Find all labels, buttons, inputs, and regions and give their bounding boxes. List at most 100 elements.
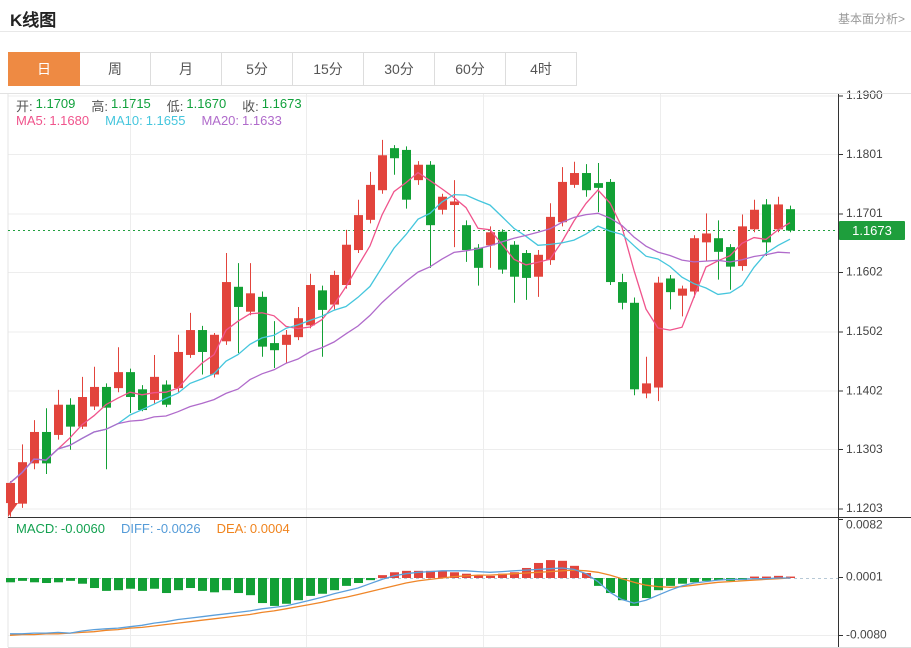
candle-body (582, 173, 591, 191)
macd-histogram-bar (138, 578, 147, 591)
macd-histogram-bar (354, 578, 363, 584)
macd-histogram-bar (246, 578, 255, 596)
macd-histogram-bar (714, 578, 723, 581)
candle-body (102, 386, 111, 408)
page-title: K线图 (10, 11, 57, 30)
candle-body (270, 343, 279, 351)
candle-body (42, 431, 51, 464)
fundamental-analysis-link[interactable]: 基本面分析> (837, 12, 905, 26)
tab-60min[interactable]: 60分 (434, 52, 506, 86)
candle-body (282, 334, 291, 345)
open-label: 开: (16, 99, 33, 114)
candle-body (558, 181, 567, 223)
diff-value: -0.0026 (156, 521, 201, 536)
candle-body (534, 254, 543, 277)
macd-histogram-bar (486, 575, 495, 578)
price-axis-label: 1.1203 (846, 501, 883, 515)
ma10-value: 1.1655 (145, 113, 186, 128)
tab-month[interactable]: 月 (150, 52, 222, 86)
candle-body (114, 372, 123, 389)
candle-body (150, 376, 159, 400)
macd-label: MACD: (16, 521, 58, 536)
macd-histogram-bar (162, 578, 171, 594)
macd-histogram-bar (306, 578, 315, 596)
macd-histogram-bar (678, 578, 687, 584)
price-axis-label: 1.1701 (846, 206, 883, 220)
macd-histogram-bar (6, 578, 15, 583)
macd-histogram-bar (426, 570, 435, 578)
candle-body (78, 397, 87, 427)
macd-readout: MACD: -0.0060 DIFF: -0.0026 DEA: 0.0004 (16, 521, 290, 536)
candle-body (6, 482, 15, 504)
tab-day[interactable]: 日 (8, 52, 80, 86)
candle-body (486, 232, 495, 246)
candle-body (138, 389, 147, 411)
candle-body (258, 296, 267, 347)
price-axis-label: 1.1303 (846, 442, 883, 456)
macd-histogram-bar (582, 572, 591, 578)
candle-body (198, 330, 207, 352)
candle-body (726, 247, 735, 267)
dea-label: DEA: (216, 521, 247, 536)
candle-body (390, 148, 399, 159)
macd-histogram-bar (150, 578, 159, 589)
tab-15min[interactable]: 15分 (292, 52, 364, 86)
price-axis-label: 1.1801 (846, 147, 883, 161)
ma10-line (9, 193, 791, 484)
candle-body (474, 247, 483, 268)
candle-body (402, 149, 411, 200)
diff-line (10, 567, 790, 635)
candle-body (66, 404, 75, 427)
ma20-line (9, 212, 791, 484)
candle-body (678, 288, 687, 296)
candle-body (426, 164, 435, 226)
ma5-line (9, 171, 791, 484)
macd-histogram-bar (114, 578, 123, 591)
macd-axis-label: 0.0082 (846, 517, 883, 531)
tab-4hour[interactable]: 4时 (505, 52, 577, 86)
macd-histogram-bar (750, 576, 759, 578)
candle-body (738, 226, 747, 267)
low-value: 1.1670 (186, 96, 227, 111)
candle-body (162, 384, 171, 405)
candle-body (186, 330, 195, 355)
macd-histogram-bar (42, 578, 51, 584)
macd-histogram-bar (186, 578, 195, 589)
candle-body (498, 231, 507, 270)
candle-body (222, 282, 231, 342)
dea-value: 0.0004 (249, 521, 290, 536)
macd-histogram-bar (690, 578, 699, 583)
diff-label: DIFF: (120, 521, 154, 536)
candle-body (774, 204, 783, 230)
high-label: 高: (91, 99, 109, 114)
tab-week[interactable]: 周 (79, 52, 151, 86)
open-value: 1.1709 (35, 96, 76, 111)
price-axis-label: 1.1900 (846, 88, 883, 102)
ma-readout: MA5: 1.1680 MA10: 1.1655 MA20: 1.1633 (16, 113, 282, 128)
macd-histogram-bar (378, 575, 387, 578)
macd-histogram-bar (102, 578, 111, 591)
macd-corner-marker (8, 503, 18, 517)
candle-body (330, 274, 339, 305)
candle-body (510, 244, 519, 277)
macd-histogram-bar (498, 573, 507, 578)
ma10-label: MA10: (105, 113, 143, 128)
candle-body (294, 318, 303, 338)
macd-histogram-bar (126, 578, 135, 589)
macd-histogram-bar (630, 578, 639, 606)
macd-histogram-bar (318, 578, 327, 594)
macd-histogram-bar (618, 578, 627, 601)
tab-30min[interactable]: 30分 (363, 52, 435, 86)
macd-histogram-bar (174, 578, 183, 591)
candle-body (690, 238, 699, 292)
macd-histogram-bar (666, 578, 675, 586)
macd-histogram-bar (270, 578, 279, 606)
tab-5min[interactable]: 5分 (221, 52, 293, 86)
candle-body (354, 215, 363, 251)
macd-histogram-bar (78, 578, 87, 584)
candle-body (306, 285, 315, 326)
low-label: 低: (166, 99, 184, 114)
macd-histogram-bar (342, 578, 351, 586)
candle-body (570, 173, 579, 185)
